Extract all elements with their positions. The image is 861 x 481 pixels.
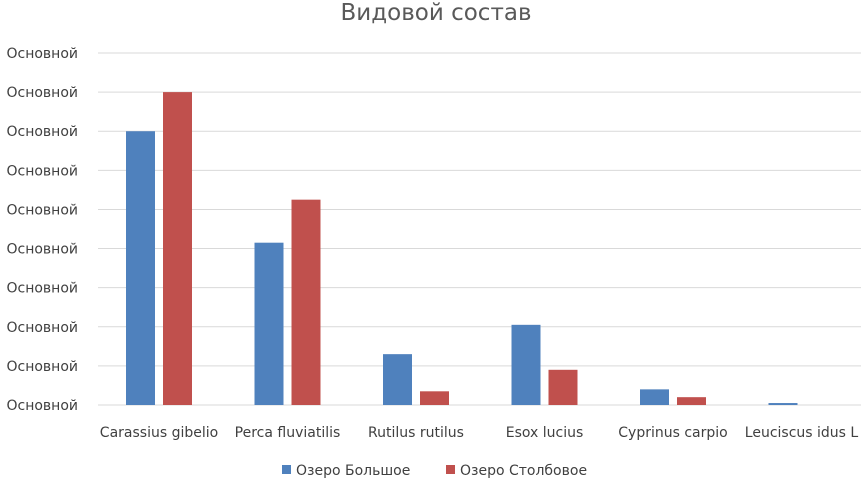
y-axis-ticks: Основной Основной Основной Основной Основной… xyxy=(6,46,78,414)
y-tick-label: Основной xyxy=(6,85,78,101)
y-tick-label: Основной xyxy=(6,320,78,336)
bar-ozero-stolbovoe xyxy=(163,92,192,405)
grid xyxy=(98,52,861,406)
bar-ozero-stolbovoe xyxy=(291,199,321,405)
bar-ozero-bolshoe xyxy=(640,389,669,405)
bar-ozero-bolshoe xyxy=(768,403,798,405)
y-tick-label: Основной xyxy=(6,124,78,140)
legend-swatch-ozero-bolshoe xyxy=(282,465,291,474)
bars xyxy=(126,92,798,405)
y-tick-label: Основной xyxy=(6,46,78,62)
legend-label-ozero-bolshoe: Озеро Большое xyxy=(296,463,410,479)
y-tick-label: Основной xyxy=(6,281,78,297)
bar-ozero-bolshoe xyxy=(383,354,412,405)
bar-ozero-bolshoe xyxy=(254,242,284,405)
x-category-label: Perca fluviatilis xyxy=(235,425,341,441)
y-tick-label: Основной xyxy=(6,163,78,179)
y-tick-label: Основной xyxy=(6,359,78,375)
x-category-label: Cyprinus carpio xyxy=(618,425,727,441)
x-axis-categories: Carassius gibelio Perca fluviatilis Rutilu… xyxy=(100,425,859,441)
bar-ozero-stolbovoe xyxy=(548,369,578,405)
bar-ozero-bolshoe xyxy=(511,324,541,405)
x-category-label: Rutilus rutilus xyxy=(368,425,464,441)
y-tick-label: Основной xyxy=(6,242,78,258)
y-tick-label: Основной xyxy=(6,202,78,218)
bar-ozero-stolbovoe xyxy=(677,397,706,405)
legend-swatch-ozero-stolbovoe xyxy=(446,465,455,474)
bar-ozero-bolshoe xyxy=(126,131,155,405)
legend-label-ozero-stolbovoe: Озеро Столбовое xyxy=(460,463,587,479)
x-category-label: Esox lucius xyxy=(506,425,584,441)
chart-title: Видовой состав xyxy=(341,0,532,26)
legend: Озеро Большое Озеро Столбовое xyxy=(282,463,587,479)
x-category-label: Leuciscus idus L xyxy=(745,425,859,441)
y-tick-label: Основной xyxy=(6,398,78,414)
x-category-label: Carassius gibelio xyxy=(100,425,218,441)
bar-ozero-stolbovoe xyxy=(420,391,449,405)
